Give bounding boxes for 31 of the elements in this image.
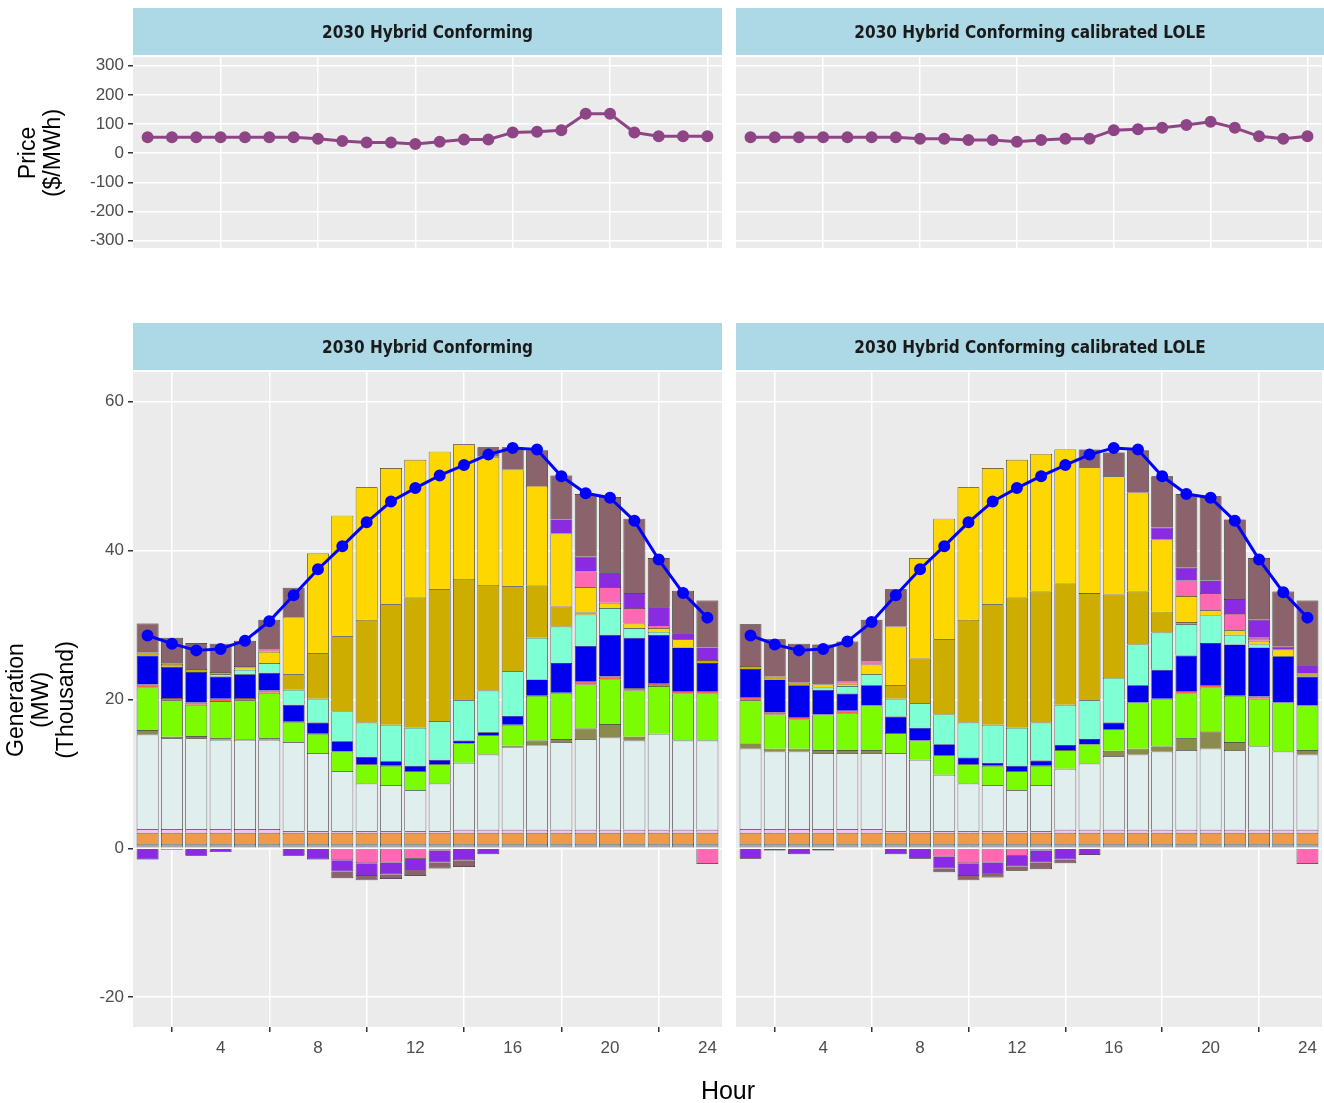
y-tick-label: 60 [105,391,124,411]
x-tick-label: 4 [215,1037,226,1057]
chart-title: 2030 Hybrid Conforming calibrated LOLE [736,8,1324,55]
y-axis-title: Price ($/MWh) [14,108,65,198]
x-tick-label: 24 [697,1037,717,1057]
y-tick-label: -200 [89,201,124,221]
x-tick-label: 16 [1104,1037,1124,1057]
y-tick-label: 300 [95,55,124,75]
y-tick-label: -100 [89,172,124,192]
y-tick-label: -20 [99,986,124,1006]
chart-title: 2030 Hybrid Conforming [133,323,722,370]
x-tick-label: 12 [405,1037,425,1057]
y-tick-label: 0 [114,838,124,858]
y-tick-label: 20 [105,689,124,709]
x-tick-label: 12 [1007,1037,1027,1057]
chart-title: 2030 Hybrid Conforming [133,8,722,55]
x-tick-label: 4 [818,1037,828,1057]
x-tick-label: 16 [503,1037,523,1057]
y-tick-label: 0 [114,142,124,162]
x-tick-label: 8 [915,1037,925,1057]
x-axis-title: Hour [700,1075,756,1103]
y-tick-label: 100 [95,113,124,133]
x-tick-label: 20 [1201,1037,1221,1057]
x-tick-label: 20 [600,1037,620,1057]
x-tick-label: 8 [313,1037,323,1057]
y-tick-label: 40 [105,540,124,560]
chart-title: 2030 Hybrid Conforming calibrated LOLE [736,323,1324,370]
x-tick-label: 24 [1298,1037,1317,1057]
y-tick-label: -300 [89,230,124,250]
y-tick-label: 200 [95,84,124,104]
y-axis-title: Generation (MW) (Thousand) [1,641,78,759]
